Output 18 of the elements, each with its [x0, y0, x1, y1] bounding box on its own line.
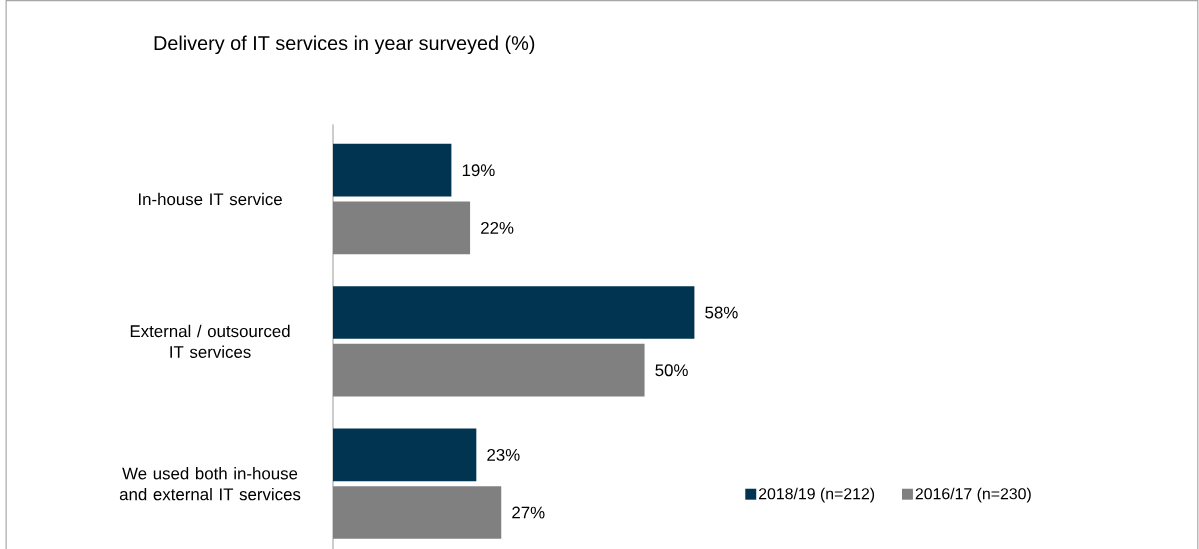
bar: [333, 428, 477, 481]
data-label: 58%: [705, 306, 738, 319]
data-label: 27%: [512, 506, 545, 519]
bar: [333, 201, 471, 254]
legend-label: 2016/17 (n=230): [915, 487, 1031, 503]
bar: [333, 343, 645, 397]
legend-label: 2018/19 (n=212): [759, 487, 875, 503]
bar: [333, 485, 502, 539]
data-label: 19%: [462, 164, 495, 176]
y-tick-label: We used both in-house and external IT services: [119, 466, 301, 501]
y-tick-label: External / outsourced IT services: [130, 324, 290, 358]
data-label: 50%: [655, 363, 688, 376]
y-tick-label: In-house IT service: [138, 192, 282, 205]
bar: [333, 143, 452, 197]
data-label: 23%: [487, 448, 520, 461]
chart-title: Delivery of IT services in year surveyed (%): [154, 35, 535, 54]
bar: [333, 285, 695, 339]
data-label: 22%: [481, 221, 514, 234]
